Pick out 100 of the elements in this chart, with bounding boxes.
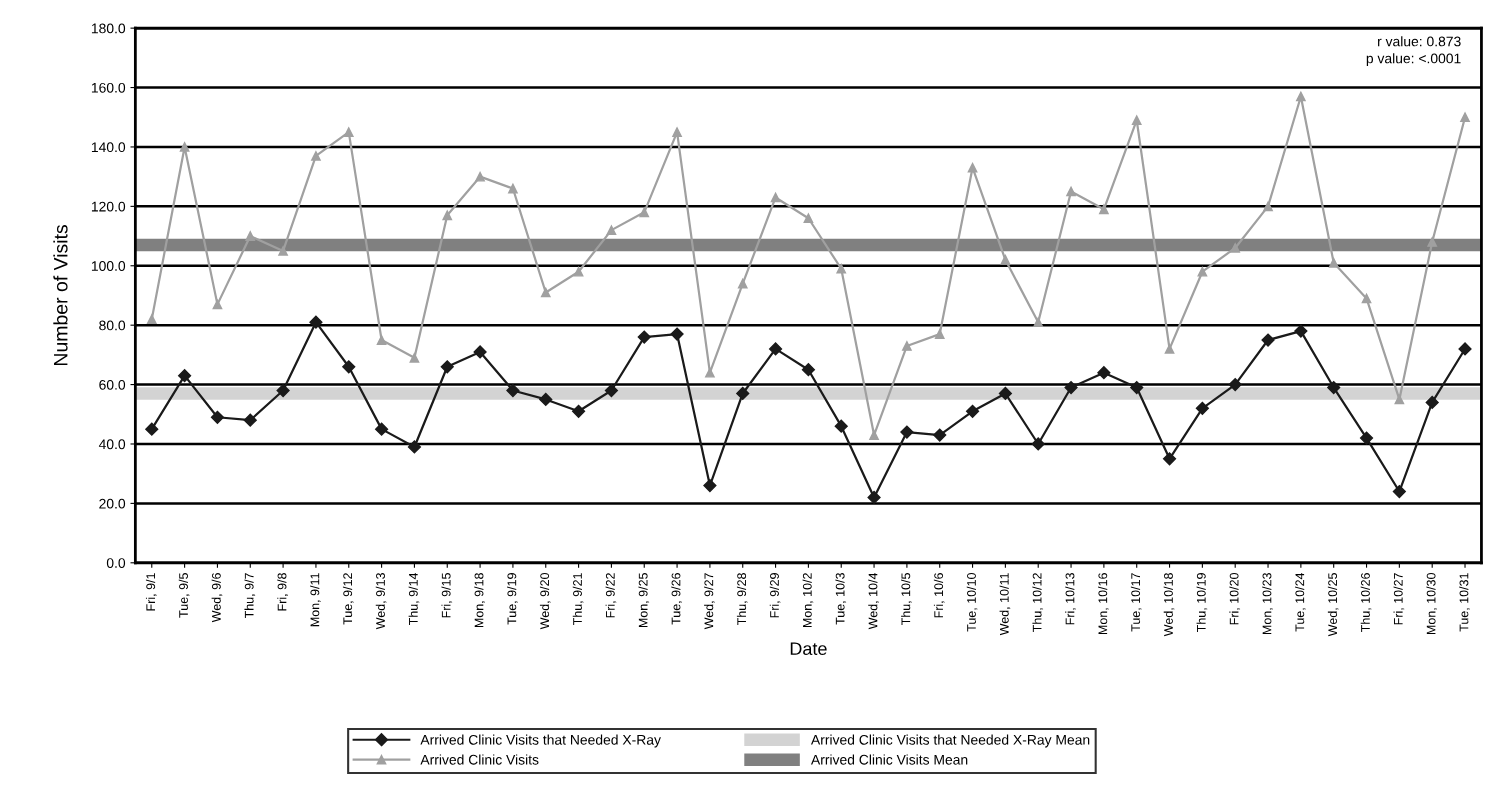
point	[375, 422, 389, 436]
point	[276, 383, 290, 398]
x-tick-label: Thu, 9/21	[572, 573, 584, 626]
point	[736, 386, 750, 401]
point	[146, 314, 157, 325]
point	[967, 162, 978, 173]
point	[1296, 91, 1306, 102]
point	[1392, 484, 1406, 499]
point	[1458, 342, 1472, 356]
y-tick-label: 0.0	[106, 558, 126, 568]
point	[965, 404, 980, 418]
x-tick-label: Fri, 10/13	[1065, 573, 1076, 625]
point	[703, 478, 717, 493]
point	[933, 428, 947, 442]
x-tick-label: Mon, 9/25	[638, 573, 650, 628]
point	[409, 352, 420, 363]
point	[342, 360, 356, 374]
point	[179, 142, 190, 152]
point	[540, 287, 551, 298]
point	[1294, 324, 1308, 338]
point	[1361, 293, 1372, 304]
point	[1328, 257, 1339, 268]
x-tick-label: Fri, 9/22	[605, 573, 617, 618]
point	[442, 210, 453, 221]
x-axis-title: Date	[790, 642, 827, 656]
y-tick-label: 180.0	[91, 23, 126, 34]
point	[508, 183, 518, 194]
point	[343, 127, 354, 137]
point	[473, 345, 487, 359]
x-tick-label: Tue, 9/5	[178, 573, 190, 618]
legend-label: Arrived Clinic Visits	[420, 754, 539, 765]
x-tick-label: Fri, 10/27	[1393, 573, 1405, 625]
y-tick-label: 160.0	[91, 82, 126, 93]
point	[1425, 395, 1439, 409]
point	[1031, 437, 1045, 451]
x-tick-label: Wed, 10/11	[999, 573, 1011, 636]
x-tick-label: Tue, 10/3	[835, 573, 847, 625]
point	[672, 127, 682, 137]
point	[639, 207, 650, 218]
y-tick-label: 100.0	[91, 261, 126, 271]
point	[1195, 401, 1209, 415]
y-tick-label: 140.0	[91, 142, 126, 153]
x-tick-label: Thu, 9/7	[244, 573, 256, 619]
point	[1099, 204, 1109, 215]
point	[1427, 237, 1438, 247]
point	[770, 192, 781, 203]
point	[243, 413, 257, 427]
point	[178, 369, 192, 383]
point	[475, 171, 485, 182]
y-tick-label: 60.0	[99, 379, 126, 390]
point	[834, 419, 848, 433]
point	[637, 330, 651, 344]
point	[1261, 333, 1275, 347]
x-tick-label: Mon, 10/23	[1262, 573, 1273, 635]
x-tick-label: Mon, 9/11	[310, 573, 321, 627]
x-tick-label: Tue, 9/19	[507, 573, 518, 625]
x-tick-label: Fri, 9/29	[769, 573, 781, 618]
point	[768, 342, 783, 356]
point	[934, 329, 945, 339]
x-tick-label: Wed, 9/13	[375, 573, 387, 630]
point	[801, 363, 815, 377]
point	[1162, 452, 1177, 466]
point	[670, 327, 684, 341]
x-tick-label: Wed, 10/25	[1327, 573, 1339, 637]
point	[1064, 380, 1078, 395]
x-tick-label: Fri, 9/15	[441, 573, 453, 618]
point	[506, 383, 520, 398]
point	[1394, 394, 1405, 405]
point	[867, 490, 881, 505]
x-tick-label: Fri, 10/6	[933, 573, 945, 618]
x-tick-label: Fri, 9/1	[145, 573, 157, 611]
point	[1131, 115, 1142, 126]
point	[539, 392, 553, 407]
point	[376, 335, 387, 345]
point	[1263, 201, 1273, 212]
point	[1097, 366, 1111, 380]
point	[145, 422, 159, 436]
x-tick-label: Tue, 10/10	[966, 573, 978, 632]
x-tick-label: Wed, 9/20	[539, 573, 551, 630]
x-tick-label: Tue, 9/12	[342, 573, 354, 625]
y-tick-label: 80.0	[99, 320, 126, 331]
x-tick-label: Thu, 10/5	[901, 573, 912, 626]
x-tick-label: Fri, 10/20	[1229, 573, 1241, 625]
x-tick-label: Tue, 10/31	[1459, 573, 1470, 632]
point	[309, 315, 323, 329]
x-tick-label: Thu, 10/12	[1032, 573, 1044, 632]
x-tick-label: Fri, 9/8	[277, 573, 288, 611]
point	[1230, 243, 1241, 253]
annotation: r value: 0.873	[1378, 36, 1461, 47]
x-tick-label: Tue, 9/26	[671, 573, 682, 625]
point	[573, 266, 584, 277]
point	[902, 341, 912, 351]
point	[245, 231, 256, 241]
point	[998, 386, 1012, 401]
point	[407, 440, 422, 454]
x-tick-label: Thu, 10/26	[1360, 573, 1372, 632]
x-tick-label: Mon, 10/16	[1098, 573, 1109, 635]
point	[1359, 431, 1374, 445]
x-tick-label: Mon, 10/30	[1426, 573, 1438, 635]
y-tick-label: 20.0	[99, 498, 126, 509]
